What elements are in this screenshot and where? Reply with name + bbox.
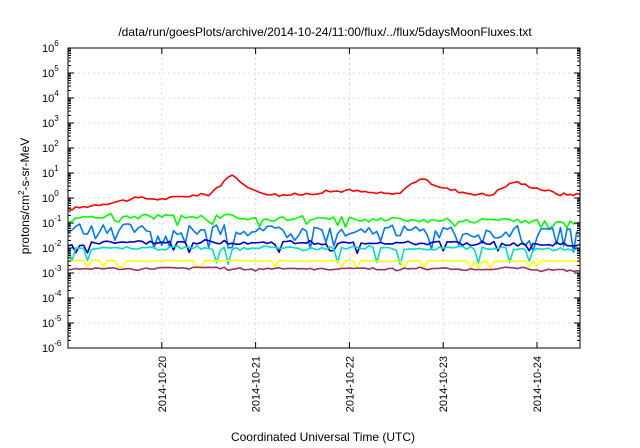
series-line-6 <box>67 259 581 269</box>
y-tick-label: 102 <box>42 139 59 155</box>
y-tick-label: 10-1 <box>42 214 62 230</box>
y-tick-label: 105 <box>42 64 59 80</box>
x-tick-label: 2014-10-20 <box>157 356 169 412</box>
x-tick-label: 2014-10-21 <box>251 356 263 412</box>
x-tick-label: 2014-10-22 <box>344 356 356 412</box>
x-axis-label: Coordinated Universal Time (UTC) <box>231 430 415 444</box>
y-tick-label: 10-2 <box>42 239 62 255</box>
y-tick-labels: 10-6 10-5 10-4 10-3 10-2 10-1 100 101 102 103 104 1… <box>42 39 62 355</box>
y-axis-label: protons/cm2-s-sr-MeV <box>17 138 32 254</box>
y-tick-label: 10-5 <box>42 314 62 330</box>
series-line-5 <box>67 245 581 266</box>
y-tick-label: 10-4 <box>42 289 62 305</box>
x-tick-labels: 2014-10-20 2014-10-21 2014-10-22 2014-10-23… <box>157 356 544 412</box>
chart-title: /data/run/goesPlots/archive/2014-10-24/1… <box>118 25 532 39</box>
y-tick-label: 10-3 <box>42 264 62 280</box>
x-tick-label: 2014-10-24 <box>532 356 544 412</box>
series-line-7 <box>67 266 581 273</box>
series-lines <box>67 174 581 273</box>
y-tick-label: 100 <box>42 189 59 205</box>
series-line-2 <box>67 212 581 230</box>
y-tick-label: 106 <box>42 39 59 55</box>
x-tick-label: 2014-10-23 <box>438 356 450 412</box>
y-tick-label: 101 <box>42 164 59 180</box>
y-tick-label: 103 <box>42 114 59 130</box>
grid-lines <box>68 48 580 348</box>
series-line-1 <box>67 174 581 211</box>
axis-ticks <box>68 47 580 349</box>
y-tick-label: 104 <box>42 89 59 105</box>
y-tick-label: 10-6 <box>42 339 62 355</box>
series-line-4 <box>67 239 581 255</box>
